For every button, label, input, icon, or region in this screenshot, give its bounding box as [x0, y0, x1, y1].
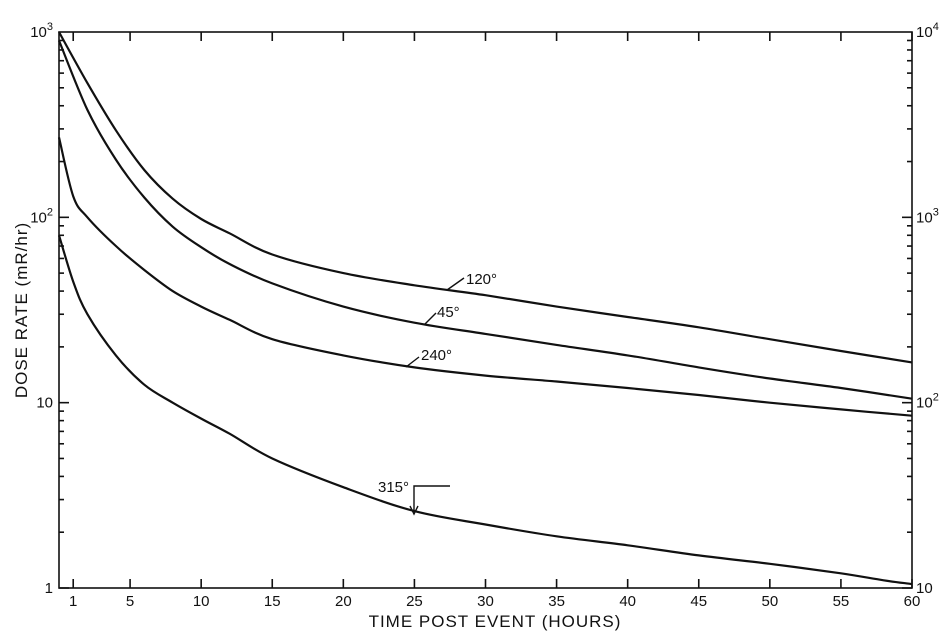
- x-tick-label: 20: [335, 593, 352, 610]
- series-curves: [57, 31, 913, 586]
- annotation-leader: [446, 277, 465, 291]
- x-tick-label: 25: [406, 593, 423, 610]
- y2-tick-label: 104: [916, 21, 939, 41]
- x-tick-label: 30: [477, 593, 494, 610]
- y-tick-label: 10: [36, 395, 53, 412]
- x-tick-label: 1: [69, 593, 77, 610]
- annotation-label: 45°: [437, 304, 460, 321]
- axis-ticks: [59, 32, 913, 589]
- x-tick-label: 15: [264, 593, 281, 610]
- x-tick-label: 50: [761, 593, 778, 610]
- curve-annotations: 120° 45° 240° 315°: [378, 271, 497, 516]
- series-line-3: [57, 234, 913, 586]
- series-line-0: [58, 31, 913, 364]
- y2-tick-label: 102: [916, 392, 939, 412]
- annotation-leader: [405, 356, 420, 368]
- x-tick-label: 55: [833, 593, 850, 610]
- annotation-label: 240°: [421, 347, 452, 364]
- annotation-leader: [424, 312, 437, 325]
- y-tick-label: 102: [30, 206, 53, 226]
- y-tick-label: 103: [30, 21, 53, 41]
- y2-tick-label: 103: [916, 206, 939, 226]
- annotation-leader: [413, 485, 450, 512]
- x-tick-label: 35: [548, 593, 565, 610]
- annotation-arrow: [409, 505, 419, 516]
- y-axis-title: DOSE RATE (mR/hr): [12, 222, 31, 398]
- series-line-1: [57, 40, 913, 400]
- series-line-2: [57, 137, 913, 417]
- x-tick-label: 10: [193, 593, 210, 610]
- x-tick-label: 5: [126, 593, 134, 610]
- annotation-label: 120°: [466, 271, 497, 288]
- tick-labels: 1 5 10 15 20 25 30 35 40 45 50 55 601101021031010210…: [30, 21, 939, 610]
- plot-frame: [58, 31, 913, 589]
- y-tick-label: 1: [45, 580, 53, 597]
- x-tick-label: 45: [690, 593, 707, 610]
- y2-tick-label: 10: [916, 580, 933, 597]
- x-tick-label: 60: [904, 593, 921, 610]
- x-tick-label: 40: [619, 593, 636, 610]
- x-axis-title: TIME POST EVENT (HOURS): [369, 612, 622, 631]
- annotation-label: 315°: [378, 479, 409, 496]
